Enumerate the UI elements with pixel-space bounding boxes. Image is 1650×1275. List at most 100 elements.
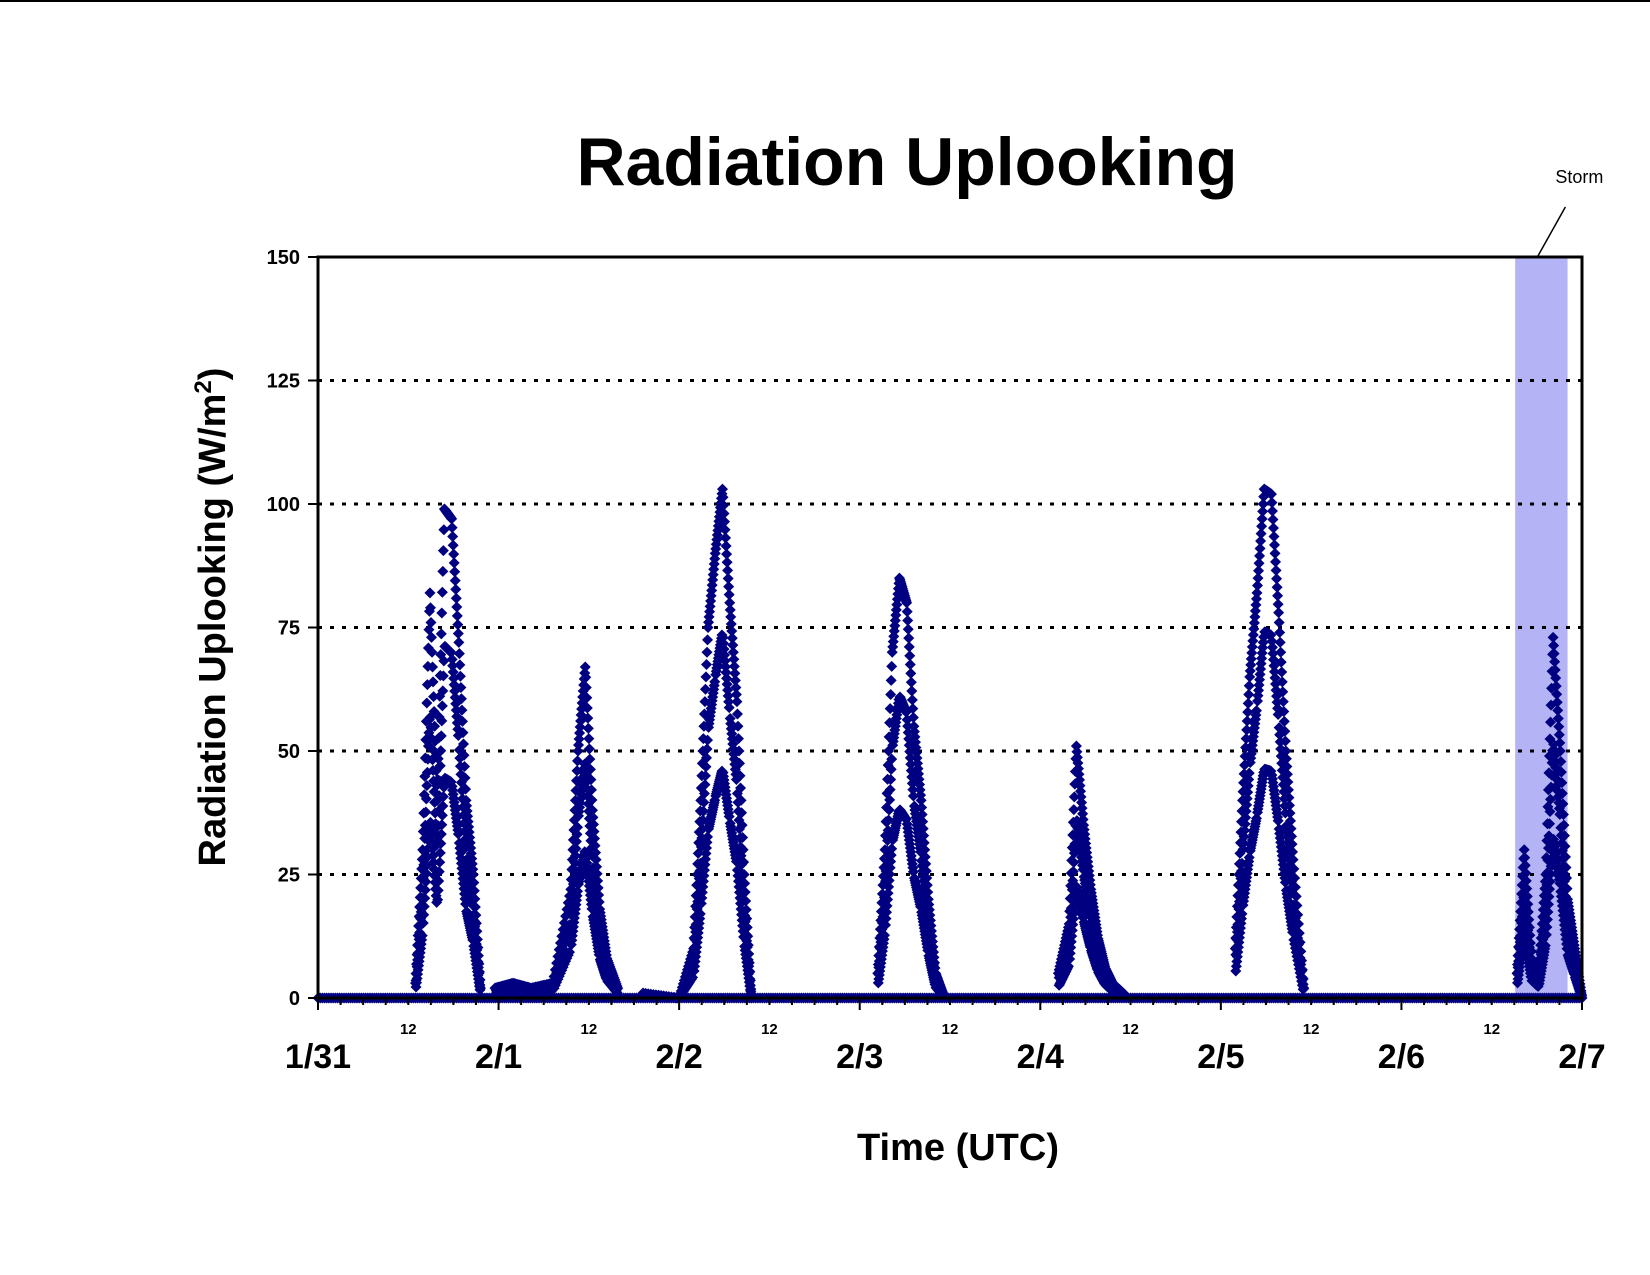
data-point xyxy=(1544,806,1556,818)
data-point xyxy=(471,933,483,945)
data-point xyxy=(1556,777,1568,789)
data-point xyxy=(425,617,437,629)
data-point xyxy=(881,906,893,918)
x-hour-label: 12 xyxy=(1122,1021,1139,1038)
data-point xyxy=(739,886,751,898)
data-point xyxy=(1274,626,1286,638)
data-point xyxy=(1524,929,1536,941)
data-point xyxy=(589,833,601,845)
data-point xyxy=(736,868,748,880)
data-point xyxy=(436,700,448,712)
data-point xyxy=(1518,844,1530,856)
data-point xyxy=(1558,819,1570,831)
data-point xyxy=(453,648,465,660)
data-point xyxy=(700,659,712,671)
data-point xyxy=(436,607,448,619)
data-point xyxy=(424,602,436,614)
data-point xyxy=(1281,761,1293,773)
data-point xyxy=(883,804,895,816)
data-point xyxy=(700,761,712,773)
data-point xyxy=(1250,593,1262,605)
data-point xyxy=(722,572,734,584)
y-tick-label: 125 xyxy=(267,371,300,393)
data-point xyxy=(421,780,433,792)
data-point xyxy=(421,697,433,709)
data-point xyxy=(459,772,471,784)
data-point xyxy=(1544,875,1556,887)
data-point xyxy=(1285,815,1297,827)
data-point xyxy=(1290,890,1302,902)
x-axis-ticks: 1/31 2/1 2/2 2/3 2/4 2/5 2/6 2/7 12 12 12 12 12 12 12 xyxy=(285,998,1606,1076)
data-point xyxy=(1253,557,1265,569)
data-point xyxy=(884,868,896,880)
data-point xyxy=(1273,617,1285,629)
data-point xyxy=(1524,937,1536,949)
data-point xyxy=(588,818,600,830)
data-point xyxy=(885,763,897,775)
data-point xyxy=(700,752,712,764)
data-point xyxy=(1270,564,1282,576)
data-point xyxy=(701,743,713,755)
data-point xyxy=(1271,696,1283,708)
data-point xyxy=(586,794,598,806)
data-point xyxy=(1267,522,1279,534)
data-point xyxy=(433,866,445,878)
data-point xyxy=(729,667,741,679)
data-point xyxy=(1270,556,1282,568)
data-point xyxy=(740,904,752,916)
data-point xyxy=(1256,513,1268,525)
data-point xyxy=(1275,743,1287,755)
y-axis-label-main: Radiation Uplooking (W/m xyxy=(192,394,234,867)
data-point xyxy=(1553,721,1565,733)
data-point xyxy=(1520,875,1532,887)
data-point xyxy=(729,674,741,686)
data-point xyxy=(1256,520,1268,532)
data-point xyxy=(724,597,736,609)
data-point xyxy=(1293,918,1305,930)
data-point xyxy=(737,844,749,856)
data-point xyxy=(451,610,463,622)
x-hour-label: 12 xyxy=(761,1021,778,1038)
data-point xyxy=(1272,815,1284,827)
data-point xyxy=(451,601,463,613)
data-point xyxy=(1241,793,1253,805)
data-point xyxy=(436,586,448,598)
data-point xyxy=(437,670,449,682)
data-point xyxy=(1243,774,1255,786)
data-point xyxy=(884,794,896,806)
data-point xyxy=(731,696,743,708)
data-point xyxy=(697,805,709,817)
data-point xyxy=(743,957,755,969)
data-point xyxy=(593,889,605,901)
data-point xyxy=(1545,716,1557,728)
data-point xyxy=(1289,881,1301,893)
data-point xyxy=(1257,505,1269,517)
data-point xyxy=(1283,799,1295,811)
data-point xyxy=(709,553,721,565)
data-point xyxy=(1239,818,1251,830)
data-point xyxy=(419,892,431,904)
data-point xyxy=(881,900,893,912)
data-point xyxy=(917,816,929,828)
data-point xyxy=(1240,812,1252,824)
data-point xyxy=(736,819,748,831)
data-point xyxy=(735,794,747,806)
data-point xyxy=(1549,656,1561,668)
data-point xyxy=(919,851,931,863)
data-point xyxy=(884,862,896,874)
data-point xyxy=(436,809,448,821)
data-point xyxy=(728,653,740,665)
data-point xyxy=(454,670,466,682)
data-point xyxy=(699,683,711,695)
data-point xyxy=(1077,813,1089,825)
data-point xyxy=(719,524,731,536)
data-point xyxy=(434,847,446,859)
data-point xyxy=(1266,497,1278,509)
data-point xyxy=(742,930,754,942)
data-point xyxy=(918,837,930,849)
data-point xyxy=(429,796,441,808)
data-point xyxy=(456,704,468,716)
data-point xyxy=(1289,872,1301,884)
data-point xyxy=(734,770,746,782)
